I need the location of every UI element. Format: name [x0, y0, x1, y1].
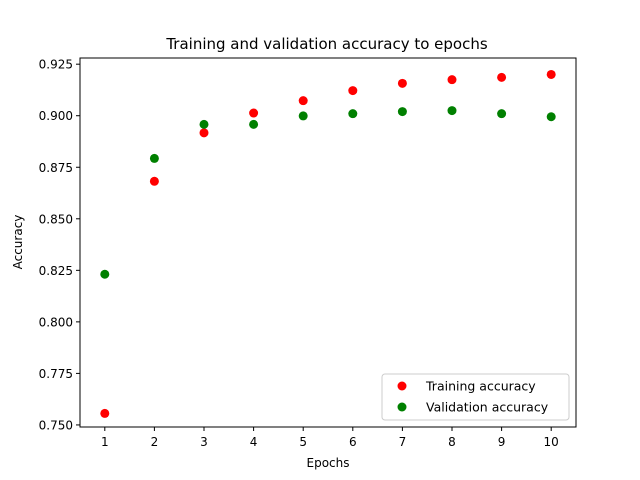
- y-tick-label: 0.925: [39, 58, 73, 72]
- series-1-point: [546, 112, 556, 122]
- legend-label: Validation accuracy: [426, 400, 549, 415]
- x-tick-label: 7: [399, 435, 407, 449]
- y-tick-label: 0.800: [39, 315, 73, 329]
- series-1-point: [149, 153, 159, 163]
- series-0-point: [397, 78, 407, 88]
- x-tick-label: 4: [250, 435, 258, 449]
- series-1-point: [249, 119, 259, 129]
- series-1-point: [447, 106, 457, 116]
- x-tick-label: 5: [299, 435, 307, 449]
- legend: Training accuracy Validation accuracy: [381, 373, 570, 421]
- legend-marker: [397, 381, 407, 391]
- y-tick-label: 0.900: [39, 109, 73, 123]
- y-tick-label: 0.850: [39, 212, 73, 226]
- y-tick-label: 0.825: [39, 264, 73, 278]
- legend-box: [381, 373, 570, 421]
- series-1-point: [348, 109, 358, 119]
- y-tick-label: 0.875: [39, 161, 73, 175]
- series-0-point: [100, 408, 110, 418]
- series-0-point: [497, 72, 507, 82]
- x-tick-label: 1: [101, 435, 109, 449]
- y-tick-label: 0.775: [39, 367, 73, 381]
- series-0-point: [249, 108, 259, 118]
- y-axis-label: Accuracy: [11, 215, 25, 270]
- y-axis: 0.750 0.775 0.800 0.825 0.850 0.875 0.900 0.925: [39, 58, 80, 432]
- legend-marker: [397, 402, 407, 412]
- series-1-point: [397, 107, 407, 117]
- series-0-point: [199, 128, 209, 138]
- series-0-point: [447, 75, 457, 85]
- series-0-point: [298, 96, 308, 106]
- x-tick-label: 6: [349, 435, 357, 449]
- y-tick-label: 0.750: [39, 418, 73, 432]
- x-tick-label: 8: [448, 435, 456, 449]
- series-0-point: [546, 69, 556, 79]
- x-axis-label: Epochs: [307, 456, 350, 470]
- series-0-point: [348, 86, 358, 96]
- series-0-point: [149, 176, 159, 186]
- series-1-point: [100, 269, 110, 279]
- series-1-point: [497, 109, 507, 119]
- x-axis: 1 2 3 4 5 6 7 8 9 10: [101, 427, 559, 449]
- series-1-point: [199, 119, 209, 129]
- plot-area: [100, 69, 556, 418]
- axes-frame: [79, 57, 577, 428]
- legend-label: Training accuracy: [425, 379, 536, 394]
- series-1-point: [298, 111, 308, 121]
- chart-title: Training and validation accuracy to epoc…: [165, 35, 488, 53]
- x-tick-label: 10: [544, 435, 559, 449]
- x-tick-label: 2: [151, 435, 159, 449]
- x-tick-label: 9: [498, 435, 506, 449]
- x-tick-label: 3: [200, 435, 208, 449]
